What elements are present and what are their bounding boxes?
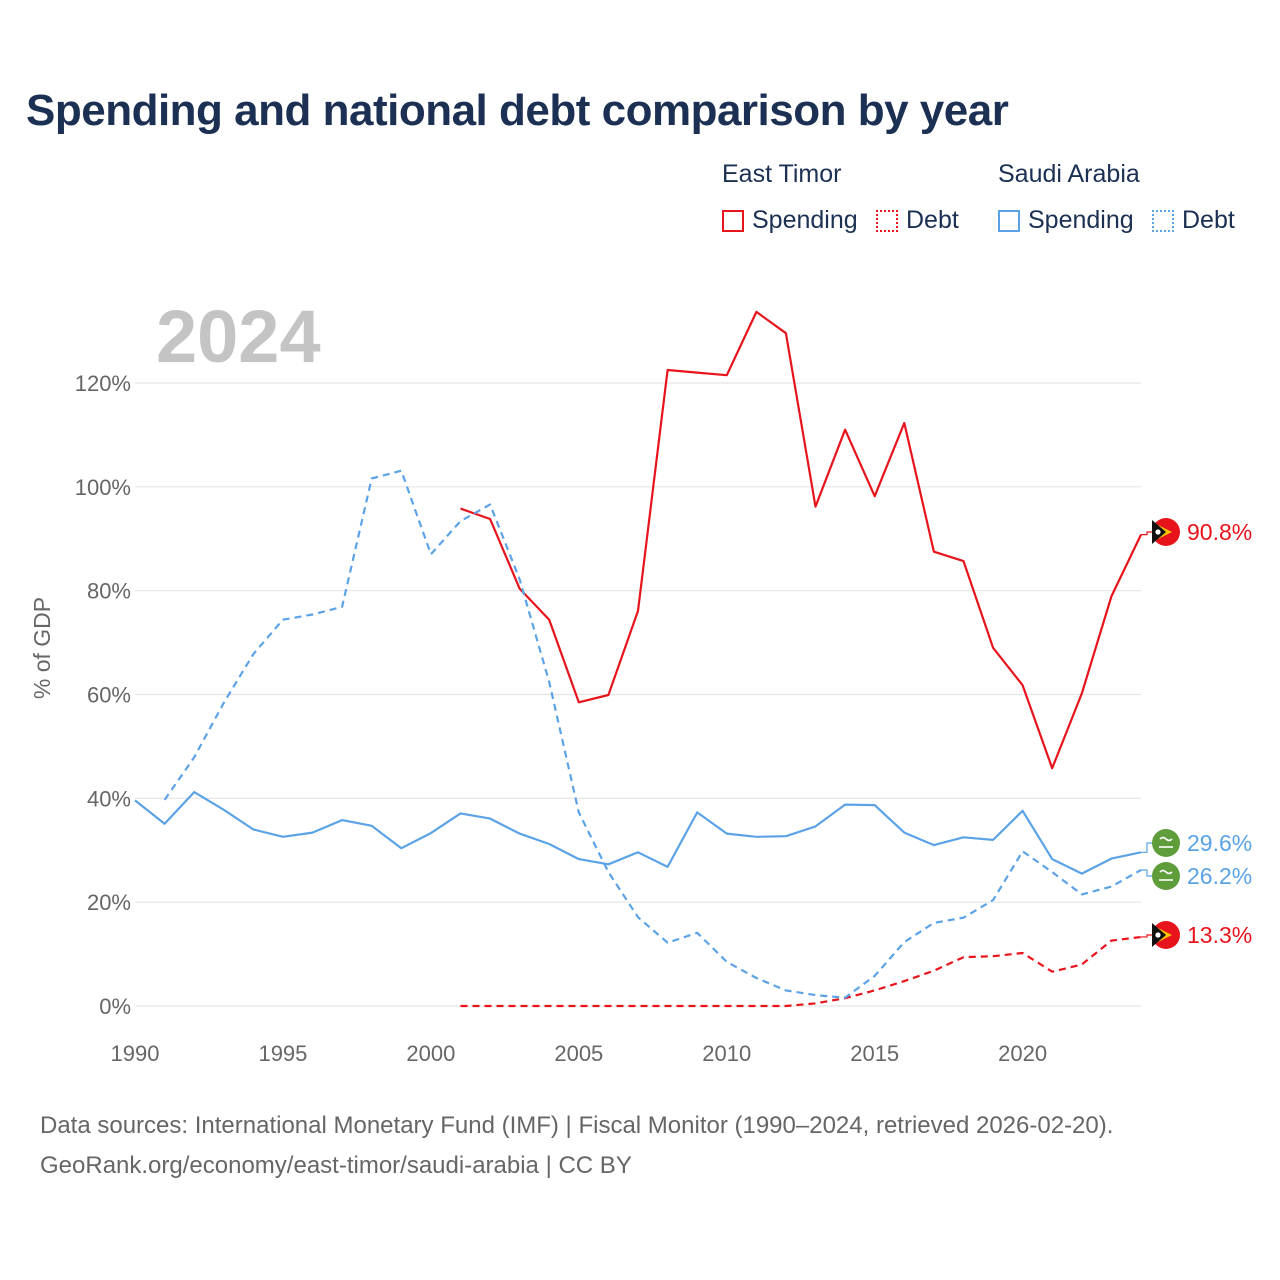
legend-item-label: Debt xyxy=(906,206,959,234)
y-tick-label: 20% xyxy=(87,890,131,915)
end-value-label-east-timor-spending: 90.8% xyxy=(1187,519,1252,545)
legend-swatch-solid xyxy=(998,209,1020,232)
x-tick-label: 2015 xyxy=(850,1041,899,1066)
end-value-label-saudi-arabia-debt: 26.2% xyxy=(1187,863,1252,889)
x-tick-label: 2020 xyxy=(998,1041,1047,1066)
legend-item-label: Debt xyxy=(1182,206,1235,234)
flag-icon-east-timor xyxy=(1152,518,1180,546)
series-line-saudi-arabia-debt xyxy=(163,469,1142,999)
end-markers: 90.8% 29.6% 26.2% 13.3% xyxy=(1141,518,1252,949)
flag-script xyxy=(1159,836,1173,842)
flag-icon-saudi-arabia xyxy=(1152,829,1180,857)
x-tick-label: 2010 xyxy=(702,1041,751,1066)
y-tick-label: 100% xyxy=(75,475,131,500)
attribution-text: GeoRank.org/economy/east-timor/saudi-ara… xyxy=(40,1152,632,1179)
leader-line xyxy=(1141,869,1152,877)
flag-icon-saudi-arabia xyxy=(1152,862,1180,890)
flag-field xyxy=(1152,829,1180,857)
series-line-east-timor-debt xyxy=(460,935,1142,1008)
chart-title: Spending and national debt comparison by… xyxy=(26,86,1009,135)
series-line-east-timor-spending xyxy=(460,310,1142,770)
x-axis: 1990 1995 2000 2005 2010 2015 2020 xyxy=(111,1041,1048,1066)
leader-line xyxy=(1141,934,1152,938)
y-tick-label: 40% xyxy=(87,786,131,811)
x-tick-label: 1995 xyxy=(258,1041,307,1066)
y-tick-label: 120% xyxy=(75,371,131,396)
legend-swatch-solid xyxy=(722,209,744,232)
flag-star xyxy=(1155,932,1161,938)
flag-field xyxy=(1152,862,1180,890)
leader-line xyxy=(1141,842,1152,853)
year-watermark: 2024 xyxy=(156,295,321,378)
end-value-label-east-timor-debt: 13.3% xyxy=(1187,922,1252,948)
legend-item-saudi-arabia-debt[interactable]: Debt xyxy=(1152,206,1235,235)
x-tick-label: 1990 xyxy=(111,1041,160,1066)
end-value-label-saudi-arabia-spending: 29.6% xyxy=(1187,830,1252,856)
flag-star xyxy=(1155,529,1161,535)
legend-swatch-dotted xyxy=(876,209,898,232)
legend-item-label: Spending xyxy=(1028,206,1134,234)
flag-icon-east-timor xyxy=(1152,921,1180,949)
legend-item-saudi-arabia-spending[interactable]: Spending xyxy=(998,206,1134,235)
legend-group-saudi-arabia: Saudi Arabia xyxy=(998,160,1140,188)
series-line-saudi-arabia-spending xyxy=(134,790,1142,875)
leader-line xyxy=(1141,531,1152,536)
data-source-text: Data sources: International Monetary Fun… xyxy=(40,1112,1114,1139)
y-tick-label: 60% xyxy=(87,683,131,708)
footer: Data sources: International Monetary Fun… xyxy=(40,1106,1113,1186)
legend-item-east-timor-debt[interactable]: Debt xyxy=(876,206,959,235)
legend-swatch-dotted xyxy=(1152,209,1174,232)
flag-script xyxy=(1159,869,1173,875)
series-lines xyxy=(134,310,1142,1008)
legend-group-east-timor: East Timor xyxy=(722,160,842,188)
x-tick-label: 2000 xyxy=(406,1041,455,1066)
grid-lines xyxy=(135,382,1141,1007)
legend-item-label: Spending xyxy=(752,206,858,234)
y-axis-label: % of GDP xyxy=(29,597,55,699)
x-tick-label: 2005 xyxy=(554,1041,603,1066)
y-axis: 0% 20% 40% 60% 80% 100% 120% xyxy=(75,371,131,1019)
y-tick-label: 80% xyxy=(87,579,131,604)
y-tick-label: 0% xyxy=(99,994,131,1019)
legend-item-east-timor-spending[interactable]: Spending xyxy=(722,206,858,235)
